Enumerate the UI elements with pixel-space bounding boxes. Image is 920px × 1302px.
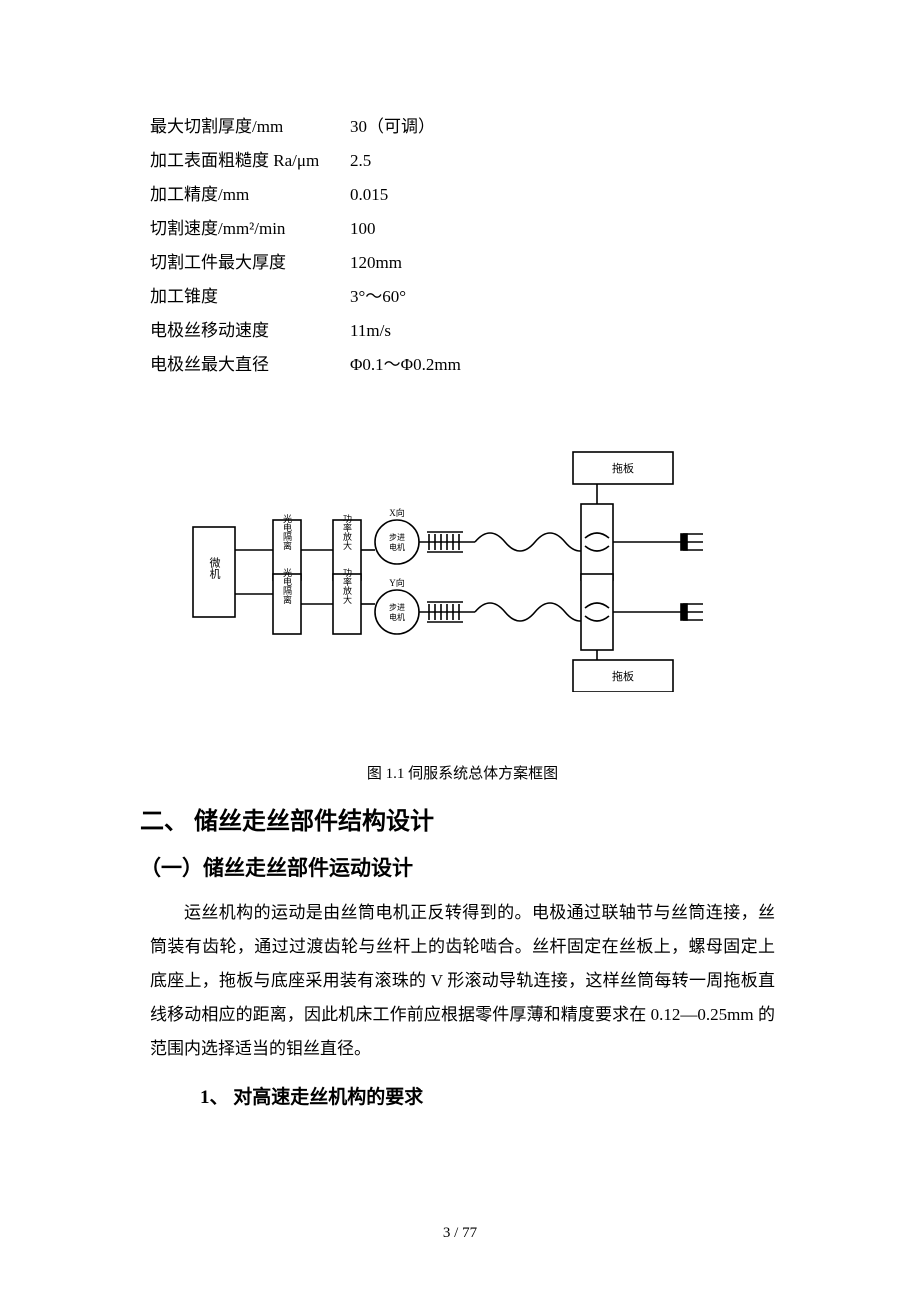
spec-label: 切割工件最大厚度 xyxy=(150,246,350,280)
label-motor1: 步进 xyxy=(389,533,405,542)
spec-label: 加工精度/mm xyxy=(150,178,350,212)
block-diagram-wrap: 微机 光电隔离 光电隔离 功率放大 功率放大 X向 步进 电机 Y向 步进 电机… xyxy=(150,442,775,692)
spec-label: 电极丝最大直径 xyxy=(150,348,350,382)
spec-value: 11m/s xyxy=(350,314,775,348)
heading-section-2: 二、 储丝走丝部件结构设计 xyxy=(140,801,775,836)
specs-table: 最大切割厚度/mm 30（可调） 加工表面粗糙度 Ra/μm 2.5 加工精度/… xyxy=(150,110,775,382)
spec-row: 切割速度/mm²/min 100 xyxy=(150,212,775,246)
spec-row: 电极丝移动速度 11m/s xyxy=(150,314,775,348)
spec-label: 切割速度/mm²/min xyxy=(150,212,350,246)
label-carriage2: 拖板 xyxy=(612,669,634,683)
label-motor2b: 电机 xyxy=(389,612,405,622)
spec-label: 加工锥度 xyxy=(150,280,350,314)
spec-label: 电极丝移动速度 xyxy=(150,314,350,348)
heading-subsection-1: （一）储丝走丝部件运动设计 xyxy=(140,852,775,882)
spec-value: 0.015 xyxy=(350,178,775,212)
spec-row: 加工表面粗糙度 Ra/μm 2.5 xyxy=(150,144,775,178)
paragraph-body: 运丝机构的运动是由丝筒电机正反转得到的。电极通过联轴节与丝筒连接，丝筒装有齿轮，… xyxy=(150,896,775,1066)
spec-value: 120mm xyxy=(350,246,775,280)
spec-row: 电极丝最大直径 Φ0.1～Φ0.2mm xyxy=(150,348,775,382)
diagram-caption: 图 1.1 伺服系统总体方案框图 xyxy=(150,762,775,783)
label-amp2: 功率放大 xyxy=(342,568,352,605)
heading-item-1: 1、 对高速走丝机构的要求 xyxy=(200,1082,775,1109)
label-amp1: 功率放大 xyxy=(342,514,352,551)
servo-block-diagram: 微机 光电隔离 光电隔离 功率放大 功率放大 X向 步进 电机 Y向 步进 电机… xyxy=(183,442,743,692)
label-computer: 微机 xyxy=(208,556,221,579)
label-photo2: 光电隔离 xyxy=(282,567,292,605)
spec-value: 100 xyxy=(350,212,775,246)
label-motor1b: 电机 xyxy=(389,542,405,552)
label-photo1: 光电隔离 xyxy=(282,513,292,551)
label-carriage1: 拖板 xyxy=(612,461,634,475)
spec-row: 加工锥度 3°～60° xyxy=(150,280,775,314)
document-page: 最大切割厚度/mm 30（可调） 加工表面粗糙度 Ra/μm 2.5 加工精度/… xyxy=(0,0,920,1302)
spec-value: 2.5 xyxy=(350,144,775,178)
label-motor1-axis: X向 xyxy=(389,507,405,518)
spec-value: 30（可调） xyxy=(350,110,775,144)
spec-row: 最大切割厚度/mm 30（可调） xyxy=(150,110,775,144)
spec-value: 3°～60° xyxy=(350,280,775,314)
spec-row: 切割工件最大厚度 120mm xyxy=(150,246,775,280)
spec-value: Φ0.1～Φ0.2mm xyxy=(350,348,775,382)
spec-label: 最大切割厚度/mm xyxy=(150,110,350,144)
label-motor2-axis: Y向 xyxy=(389,577,405,588)
page-number: 3 / 77 xyxy=(0,1225,920,1242)
spec-row: 加工精度/mm 0.015 xyxy=(150,178,775,212)
spec-label: 加工表面粗糙度 Ra/μm xyxy=(150,144,350,178)
label-motor2: 步进 xyxy=(389,603,405,612)
